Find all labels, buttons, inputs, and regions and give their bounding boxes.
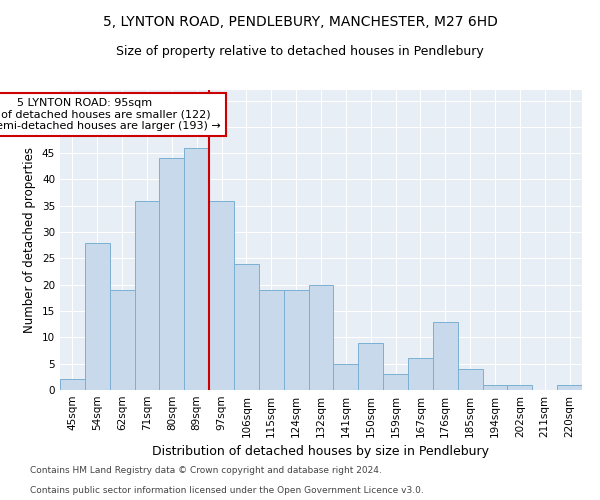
Bar bbox=[408, 358, 433, 390]
Bar bbox=[383, 374, 408, 390]
Text: Contains public sector information licensed under the Open Government Licence v3: Contains public sector information licen… bbox=[30, 486, 424, 495]
Y-axis label: Number of detached properties: Number of detached properties bbox=[23, 147, 37, 333]
Bar bbox=[60, 380, 85, 390]
Bar bbox=[259, 290, 284, 390]
Bar bbox=[334, 364, 358, 390]
Text: 5, LYNTON ROAD, PENDLEBURY, MANCHESTER, M27 6HD: 5, LYNTON ROAD, PENDLEBURY, MANCHESTER, … bbox=[103, 15, 497, 29]
X-axis label: Distribution of detached houses by size in Pendlebury: Distribution of detached houses by size … bbox=[152, 446, 490, 458]
Bar bbox=[85, 242, 110, 390]
Bar bbox=[184, 148, 209, 390]
Bar bbox=[308, 284, 334, 390]
Bar bbox=[110, 290, 134, 390]
Bar bbox=[482, 384, 508, 390]
Bar bbox=[134, 200, 160, 390]
Bar bbox=[234, 264, 259, 390]
Bar bbox=[284, 290, 308, 390]
Bar bbox=[557, 384, 582, 390]
Bar bbox=[209, 200, 234, 390]
Bar bbox=[508, 384, 532, 390]
Text: 5 LYNTON ROAD: 95sqm
← 38% of detached houses are smaller (122)
60% of semi-deta: 5 LYNTON ROAD: 95sqm ← 38% of detached h… bbox=[0, 98, 221, 131]
Bar bbox=[358, 342, 383, 390]
Bar bbox=[433, 322, 458, 390]
Bar bbox=[160, 158, 184, 390]
Text: Size of property relative to detached houses in Pendlebury: Size of property relative to detached ho… bbox=[116, 45, 484, 58]
Text: Contains HM Land Registry data © Crown copyright and database right 2024.: Contains HM Land Registry data © Crown c… bbox=[30, 466, 382, 475]
Bar bbox=[458, 369, 482, 390]
